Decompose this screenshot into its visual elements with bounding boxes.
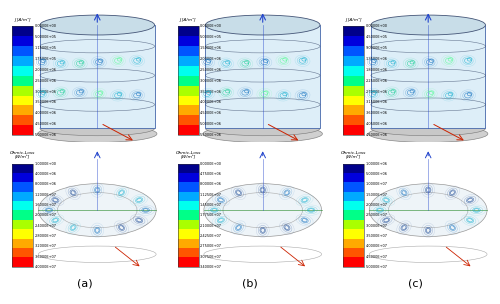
Ellipse shape <box>368 125 488 142</box>
Text: (a): (a) <box>76 279 92 289</box>
FancyBboxPatch shape <box>206 25 320 129</box>
FancyBboxPatch shape <box>371 25 486 129</box>
Ellipse shape <box>371 15 486 35</box>
Ellipse shape <box>204 184 322 237</box>
Ellipse shape <box>40 15 154 35</box>
Ellipse shape <box>40 121 154 136</box>
Ellipse shape <box>370 184 487 237</box>
Ellipse shape <box>203 125 322 142</box>
FancyBboxPatch shape <box>40 25 154 129</box>
Text: (c): (c) <box>408 279 423 289</box>
Ellipse shape <box>38 184 156 237</box>
Ellipse shape <box>206 15 320 35</box>
Ellipse shape <box>206 121 320 136</box>
Text: (b): (b) <box>242 279 258 289</box>
Ellipse shape <box>38 125 157 142</box>
Ellipse shape <box>371 121 486 136</box>
